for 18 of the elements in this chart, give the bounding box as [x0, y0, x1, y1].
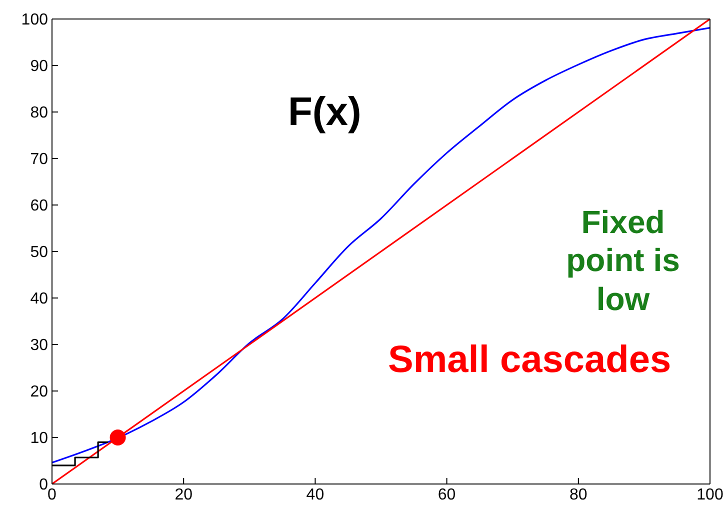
x-tick-label: 100 [696, 486, 724, 504]
annotation: Small cascades [388, 338, 672, 383]
y-tick-label: 80 [30, 104, 48, 122]
y-tick-label: 60 [30, 198, 48, 215]
y-tick-label: 20 [30, 384, 48, 401]
x-tick-label: 60 [438, 486, 456, 504]
annotation: F(x) [288, 89, 362, 136]
y-tick-label: 100 [21, 12, 48, 29]
y-tick-label: 50 [30, 244, 48, 262]
y-tick-label: 90 [30, 58, 48, 76]
x-tick-label: 80 [570, 486, 588, 504]
y-tick-label: 10 [30, 430, 48, 448]
x-tick-label: 20 [174, 486, 193, 504]
annotation: Fixed point is low [565, 203, 681, 318]
y-tick-label: 70 [30, 151, 48, 168]
y-tick-label: 30 [30, 337, 48, 354]
x-tick-label: 40 [306, 486, 324, 504]
y-tick-label: 40 [30, 290, 48, 308]
